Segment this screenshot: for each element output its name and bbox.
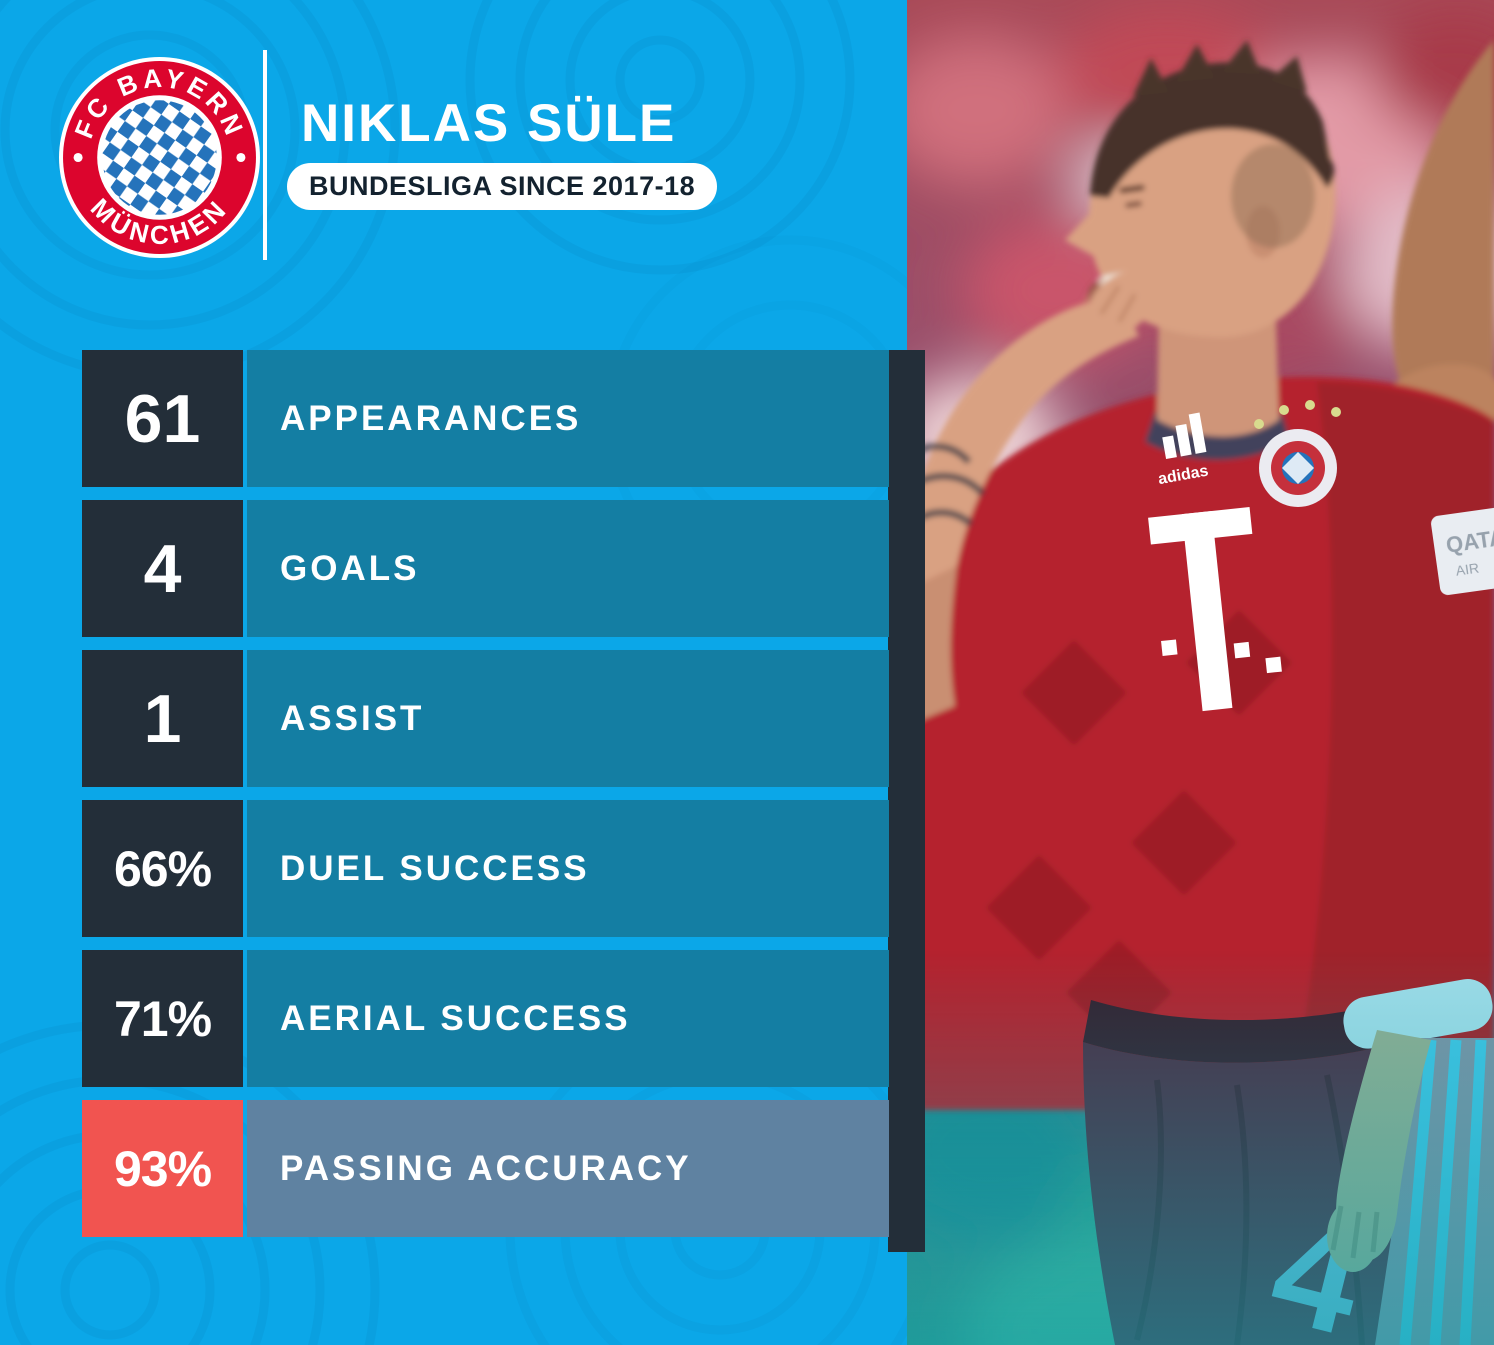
club-logo: FC BAYERN MÜNCHEN xyxy=(59,57,260,258)
stat-label-bar: AERIAL SUCCESS xyxy=(247,950,889,1087)
stat-value-box: 66% xyxy=(82,800,243,937)
stat-label-bar: APPEARANCES xyxy=(247,350,889,487)
player-photo-art: adidas QATA AIR 4 xyxy=(907,0,1494,1345)
stat-value-box: 61 xyxy=(82,350,243,487)
player-jersey xyxy=(907,376,1494,1110)
jersey-brand-logo xyxy=(1162,412,1207,460)
stat-label-bar: PASSING ACCURACY xyxy=(247,1100,889,1237)
stat-value: 66% xyxy=(113,840,212,897)
stat-value-box: 4 xyxy=(82,500,243,637)
stat-value-box: 93% xyxy=(82,1100,243,1237)
svg-text:AIR: AIR xyxy=(1455,560,1480,579)
jersey-crest xyxy=(1259,429,1337,507)
stat-label-bar: DUEL SUCCESS xyxy=(247,800,889,937)
stat-value: 61 xyxy=(124,380,201,457)
stat-label-bar: ASSIST xyxy=(247,650,889,787)
stat-row-goals: 4 GOALS xyxy=(82,500,889,637)
stat-value: 4 xyxy=(143,530,182,607)
stat-label: ASSIST xyxy=(280,698,425,738)
player-head xyxy=(1065,40,1336,437)
stat-value: 71% xyxy=(113,990,212,1047)
stat-row-assist: 1 ASSIST xyxy=(82,650,889,787)
stat-label: APPEARANCES xyxy=(280,398,582,438)
stat-label: DUEL SUCCESS xyxy=(280,848,590,888)
stat-row-appearances: 61 APPEARANCES xyxy=(82,350,889,487)
stat-row-passing-accuracy: 93% PASSING ACCURACY xyxy=(82,1100,889,1237)
stat-row-aerial-success: 71% AERIAL SUCCESS xyxy=(82,950,889,1087)
competition-badge: BUNDESLIGA SINCE 2017-18 xyxy=(287,163,718,210)
stat-label: AERIAL SUCCESS xyxy=(280,998,631,1038)
player-name-title: NIKLAS SÜLE xyxy=(301,94,677,153)
header-divider xyxy=(263,50,267,260)
stats-right-strip xyxy=(888,350,925,1252)
teal-overlay xyxy=(907,950,1494,1345)
player-photo: adidas QATA AIR 4 xyxy=(907,0,1494,1345)
stat-value-box: 1 xyxy=(82,650,243,787)
crest-lozenges xyxy=(102,100,217,215)
jersey-sponsor-mark xyxy=(1148,507,1282,712)
stat-label: PASSING ACCURACY xyxy=(280,1148,692,1188)
stat-label-bar: GOALS xyxy=(247,500,889,637)
stat-value: 93% xyxy=(113,1140,212,1197)
stat-value: 1 xyxy=(143,680,182,757)
stat-row-duel-success: 66% DUEL SUCCESS xyxy=(82,800,889,937)
jersey-stars xyxy=(1254,400,1341,429)
stat-value-box: 71% xyxy=(82,950,243,1087)
stat-label: GOALS xyxy=(280,548,420,588)
sleeve-patch: QATA AIR xyxy=(1431,505,1494,596)
competition-badge-label: BUNDESLIGA SINCE 2017-18 xyxy=(309,171,696,201)
